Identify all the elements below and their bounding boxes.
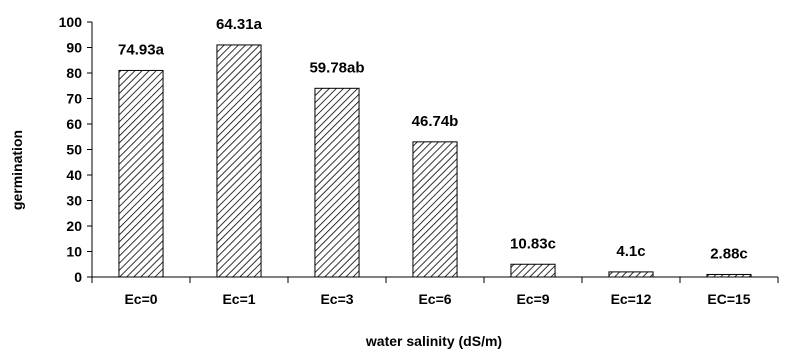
y-axis: 0 10 20 30 40 50 60 70 80 90 100 (59, 14, 93, 285)
x-tick-label: Ec=12 (611, 291, 652, 307)
y-tick-label: 60 (66, 116, 82, 132)
y-axis-title: germination (9, 130, 25, 210)
y-tick-label: 20 (66, 218, 82, 234)
y-tick-label: 90 (66, 40, 82, 56)
x-axis: Ec=0 Ec=1 Ec=3 Ec=6 Ec=9 Ec=12 EC=15 (91, 276, 779, 307)
bar-ec-1 (216, 44, 262, 278)
x-axis-title: water salinity (dS/m) (365, 333, 502, 349)
y-tick-label: 40 (66, 167, 82, 183)
bar-ec-3 (314, 87, 360, 278)
bar-data-label: 74.93a (118, 41, 165, 58)
bar-ec-0 (118, 69, 164, 278)
y-tick-label: 80 (66, 65, 82, 81)
y-tick-label: 0 (74, 269, 82, 285)
bar-data-label: 10.83c (510, 235, 556, 252)
bars (118, 44, 752, 278)
x-tick-label: Ec=9 (516, 291, 549, 307)
data-labels: 74.93a 64.31a 59.78ab 46.74b 10.83c 4.1c 2.88c (118, 16, 748, 263)
bar-data-label: 64.31a (216, 16, 263, 33)
x-tick-label: Ec=1 (222, 291, 255, 307)
x-tick-label: EC=15 (707, 291, 750, 307)
bar-data-label: 2.88c (710, 245, 748, 262)
bar-data-label: 59.78ab (309, 59, 364, 76)
y-tick-label: 30 (66, 193, 82, 209)
bar-ec-6 (412, 141, 458, 278)
y-tick-label: 50 (66, 142, 82, 158)
bar-ec-9 (510, 263, 556, 278)
x-tick-label: Ec=6 (418, 291, 451, 307)
bar-ec-15 (706, 273, 752, 278)
bar-ec-12 (608, 271, 654, 278)
y-tick-label: 70 (66, 91, 82, 107)
x-tick-label: Ec=3 (320, 291, 353, 307)
bar-data-label: 46.74b (412, 113, 459, 130)
x-tick-label: Ec=0 (124, 291, 157, 307)
y-tick-label: 100 (59, 14, 83, 30)
y-tick-label: 10 (66, 244, 82, 260)
bar-data-label: 4.1c (616, 243, 645, 260)
